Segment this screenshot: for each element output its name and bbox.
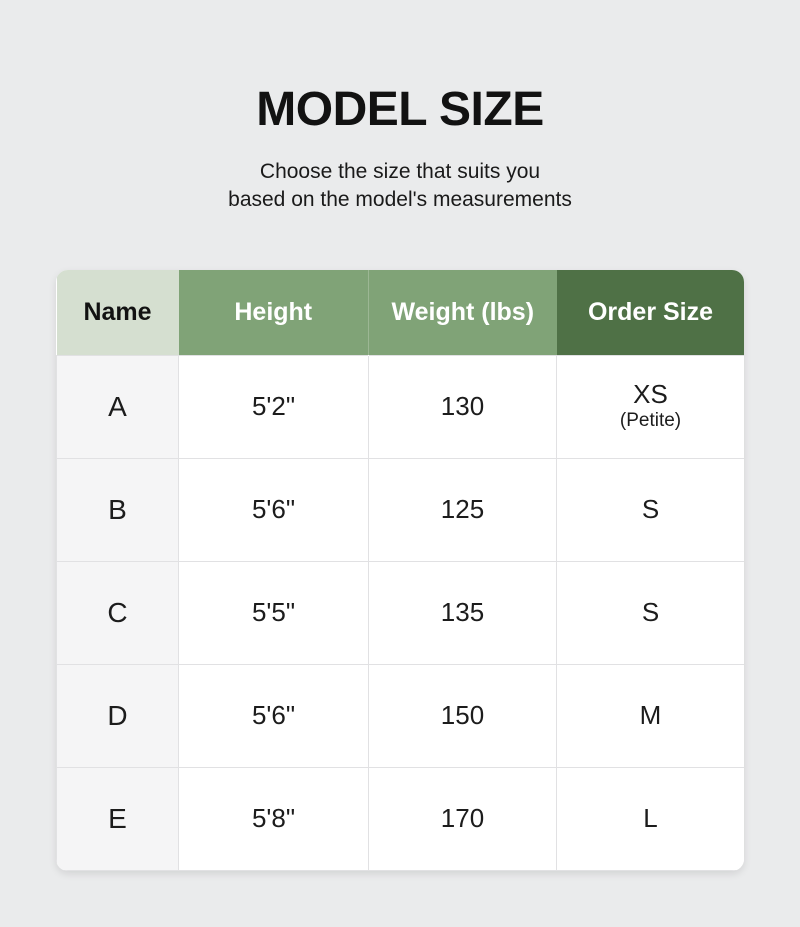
cell-order-size: M [556,663,744,768]
cell-order-size: L [556,766,744,871]
cell-height: 5'2" [178,354,369,459]
column-header-order-size: Order Size [556,270,744,355]
cell-name: C [56,560,179,665]
cell-weight: 130 [368,354,557,459]
order-size-value: S [641,596,660,627]
cell-height: 5'8" [178,766,369,871]
table-row: D 5'6" 150 M [56,663,744,768]
table-row: C 5'5" 135 S [56,560,744,665]
subtitle-line-2: based on the model's measurements [228,188,572,211]
order-size-stack: S [557,596,744,628]
order-size-value: M [639,699,662,730]
size-chart: Name Height Weight (lbs) Order Size A 5'… [56,270,744,871]
page-subtitle: Choose the size that suits you based on … [0,158,800,214]
column-header-weight: Weight (lbs) [368,270,557,355]
column-header-name: Name [56,270,179,355]
table-row: A 5'2" 130 XS (Petite) [56,354,744,459]
cell-name: D [56,663,179,768]
cell-height: 5'6" [178,457,369,562]
table-body: A 5'2" 130 XS (Petite) B 5'6" 125 [56,354,744,871]
subtitle-line-1: Choose the size that suits you [259,160,541,183]
cell-weight: 125 [368,457,557,562]
table-header-row: Name Height Weight (lbs) Order Size [56,270,744,355]
order-size-stack: L [557,802,744,834]
cell-name: A [56,354,179,459]
order-size-note: (Petite) [619,410,682,432]
model-size-table: Name Height Weight (lbs) Order Size A 5'… [56,270,744,871]
order-size-stack: M [557,699,744,731]
order-size-stack: XS (Petite) [557,379,744,433]
column-header-height: Height [178,270,369,355]
table-row: E 5'8" 170 L [56,766,744,871]
order-size-value: XS [633,379,668,410]
order-size-stack: S [557,493,744,525]
order-size-value: S [641,493,660,524]
cell-order-size: S [556,457,744,562]
table-row: B 5'6" 125 S [56,457,744,562]
order-size-value: L [643,802,658,833]
cell-order-size: XS (Petite) [556,354,744,459]
cell-height: 5'5" [178,560,369,665]
cell-height: 5'6" [178,663,369,768]
cell-weight: 150 [368,663,557,768]
cell-weight: 135 [368,560,557,665]
cell-name: B [56,457,179,562]
cell-order-size: S [556,560,744,665]
page-title: MODEL SIZE [256,83,544,136]
cell-weight: 170 [368,766,557,871]
cell-name: E [56,766,179,871]
